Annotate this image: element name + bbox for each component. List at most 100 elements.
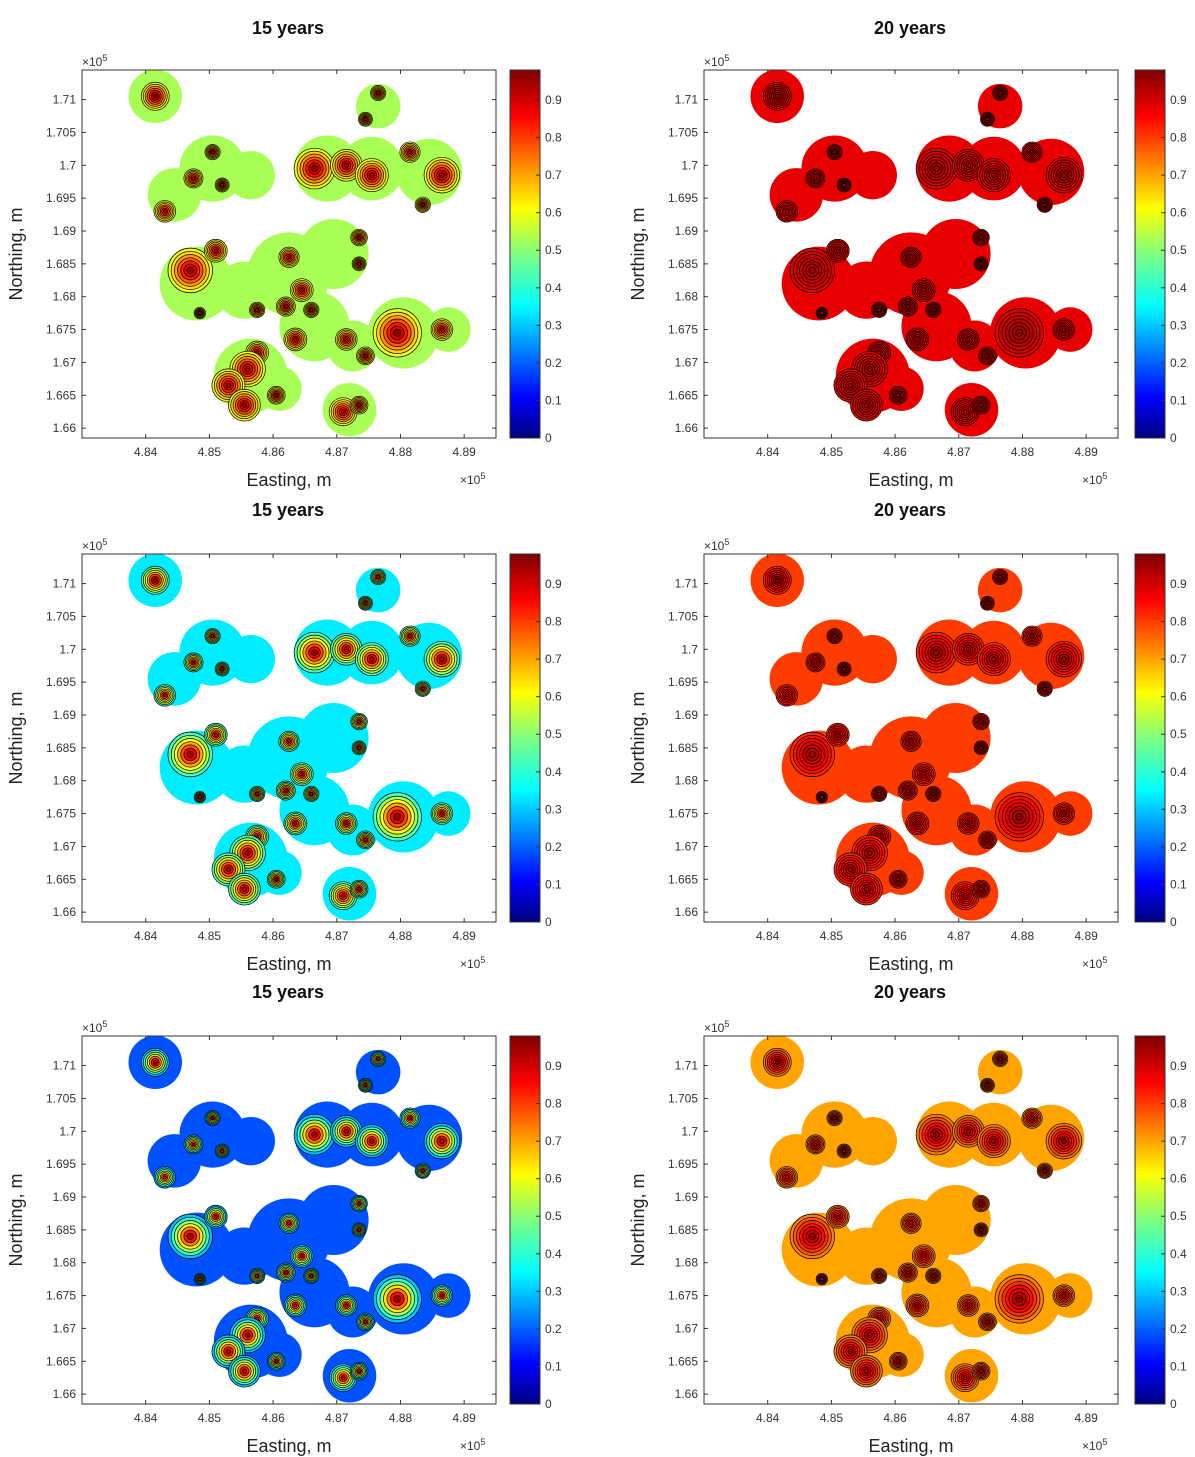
concentration-peak [349, 1361, 369, 1381]
concentration-peak [789, 731, 835, 778]
concentration-peak [289, 278, 314, 302]
plume-halo [226, 634, 275, 684]
colorbar-tick-label: 0.7 [545, 168, 562, 182]
y-tick-label: 1.705 [46, 609, 76, 623]
y-tick-label: 1.66 [53, 905, 77, 919]
concentration-peak [303, 1267, 320, 1284]
contour-ring [905, 304, 910, 309]
contour-ring [213, 248, 218, 253]
contour-ring [376, 91, 381, 95]
contour-ring [979, 1369, 983, 1373]
colorbar-tick-label: 0.7 [1170, 168, 1187, 182]
y-tick-label: 1.695 [668, 191, 698, 205]
y-tick-label: 1.685 [46, 257, 76, 271]
contour-ring [408, 150, 412, 154]
colorbar-tick-label: 0.7 [1170, 1134, 1187, 1148]
concentration-peak [905, 327, 930, 352]
contour-ring [863, 402, 870, 408]
x-tick-label: 4.85 [198, 445, 222, 459]
concentration-peak [351, 256, 367, 272]
y-tick-label: 1.685 [668, 257, 698, 271]
contour-ring [311, 1131, 318, 1138]
contour-ring [774, 1059, 780, 1065]
contour-ring [363, 1320, 368, 1324]
colorbar-tick-label: 0.5 [1170, 1209, 1187, 1223]
contour-ring [1042, 1168, 1047, 1173]
y-tick-label: 1.705 [46, 125, 76, 139]
contour-ring [152, 577, 158, 583]
concentration-peak [372, 1274, 422, 1324]
colorbar-tick-label: 0.6 [1170, 1172, 1187, 1186]
concentration-peak [867, 824, 891, 849]
contour-ring [299, 772, 304, 777]
panel-title: 15 years [252, 500, 324, 520]
y-tick-label: 1.71 [53, 1059, 77, 1073]
concentration-peak [815, 307, 828, 320]
concentration-peak [275, 1262, 296, 1283]
concentration-peak [836, 661, 852, 677]
concentration-peak [992, 85, 1009, 101]
x-tick-label: 4.85 [198, 929, 222, 943]
concentration-peak [399, 141, 421, 163]
concentration-peak [283, 327, 308, 352]
contour-ring [979, 1228, 983, 1232]
concentration-peak [897, 296, 918, 317]
concentration-peak [950, 881, 980, 911]
contour-ring [363, 1083, 368, 1088]
contour-ring [985, 117, 990, 122]
concentration-peak [430, 1284, 454, 1307]
concentration-peak [825, 1204, 850, 1229]
concentration-peak [980, 111, 995, 127]
colorbar [1134, 69, 1166, 439]
contour-ring [966, 337, 971, 342]
concentration-peak [414, 680, 431, 697]
contour-ring [933, 1131, 940, 1138]
contour-ring [357, 403, 361, 407]
contour-ring [225, 382, 232, 389]
y-tick-label: 1.695 [668, 1157, 698, 1171]
contour-ring [1015, 813, 1024, 821]
colorbar-tick-label: 0.6 [545, 690, 562, 704]
contour-ring [311, 165, 318, 172]
concentration-peak [354, 642, 389, 677]
concentration-peak [414, 196, 431, 213]
concentration-peak [275, 780, 296, 801]
concentration-peak [167, 1213, 213, 1260]
concentration-peak [211, 852, 246, 887]
x-tick-label: 4.88 [389, 1411, 413, 1425]
contour-ring [162, 1175, 167, 1180]
concentration-peak [775, 200, 798, 223]
contour-ring [915, 1303, 920, 1308]
contour-ring [965, 162, 971, 168]
contour-ring [921, 772, 926, 777]
x-exponent-power: 5 [1102, 955, 1107, 965]
x-tick-label: 4.86 [883, 929, 907, 943]
x-exponent-power: 5 [480, 471, 485, 481]
concentration-peak [1036, 196, 1053, 213]
y-axis-label: Northing, m [6, 207, 26, 300]
concentration-peak [762, 1047, 792, 1077]
y-tick-label: 1.665 [46, 872, 76, 886]
x-tick-label: 4.87 [947, 445, 971, 459]
y-tick-label: 1.68 [53, 1256, 77, 1270]
contour-ring [784, 693, 789, 698]
contour-ring [965, 1128, 971, 1134]
concentration-peak [356, 346, 375, 366]
contour-ring [299, 288, 304, 293]
contour-ring [357, 262, 361, 266]
colorbar-tick-label: 0.9 [545, 577, 562, 591]
y-tick-label: 1.71 [675, 1059, 699, 1073]
contour-ring [1061, 811, 1066, 816]
contour-ring [357, 1369, 361, 1373]
concentration-peak [214, 1143, 230, 1159]
concentration-peak [1036, 1162, 1053, 1179]
contour-ring [909, 255, 913, 260]
y-tick-label: 1.68 [675, 290, 699, 304]
concentration-peak [976, 1124, 1011, 1159]
concentration-peak [350, 712, 368, 731]
contour-ring [998, 91, 1003, 95]
contour-ring [915, 821, 920, 826]
contour-ring [343, 162, 349, 168]
concentration-peak [972, 1194, 990, 1213]
contour-ring [357, 719, 361, 724]
